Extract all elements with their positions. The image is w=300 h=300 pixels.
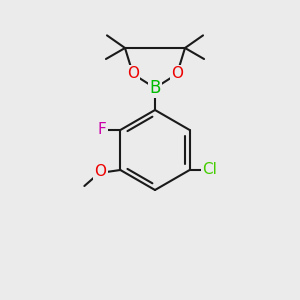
Text: B: B (149, 79, 161, 97)
Text: O: O (127, 67, 139, 82)
Text: O: O (94, 164, 106, 179)
Text: O: O (171, 67, 183, 82)
Text: Cl: Cl (202, 163, 217, 178)
Text: F: F (98, 122, 107, 137)
